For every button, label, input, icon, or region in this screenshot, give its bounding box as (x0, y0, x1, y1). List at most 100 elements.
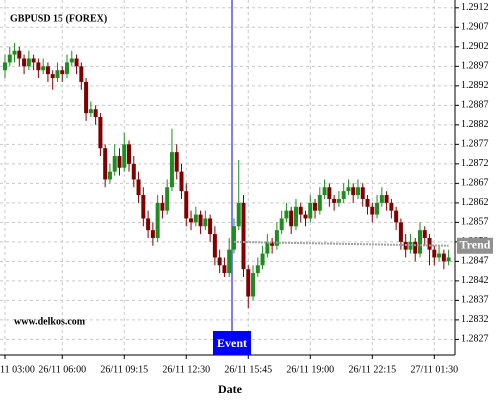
candle-body (427, 237, 432, 250)
candle-body (60, 70, 65, 75)
y-tick-label: 1.2887 (461, 100, 489, 111)
candle-body (146, 218, 151, 231)
candle-body (317, 195, 322, 211)
candle-body (50, 74, 55, 79)
candle-body (208, 218, 213, 235)
candle-body (41, 66, 46, 71)
y-tick-label: 1.2862 (461, 197, 489, 208)
candle-body (251, 273, 256, 297)
candle-body (255, 265, 260, 274)
candle-body (432, 249, 437, 258)
candle-body (308, 202, 313, 219)
candle-body (313, 202, 318, 211)
candle-body (136, 179, 141, 196)
candle-body (217, 257, 222, 266)
x-tick-label: 26/11 09:15 (100, 364, 148, 375)
candle-body (370, 206, 375, 215)
marks (3, 42, 451, 309)
y-tick-label: 1.2912 (461, 2, 489, 13)
candle-body (398, 222, 403, 242)
candle-body (22, 58, 27, 67)
candle-body (169, 152, 174, 188)
candle-body (231, 226, 236, 250)
candle-body (446, 257, 451, 262)
candle-body (3, 62, 7, 71)
candle-body (55, 70, 60, 79)
x-tick-label: 27/11 01:30 (410, 364, 458, 375)
y-tick-label: 1.2892 (461, 80, 489, 91)
candle-body (274, 230, 279, 246)
overlay: 1.28271.28321.28371.28421.28471.28521.28… (0, 0, 493, 396)
candle-body (193, 214, 198, 223)
candle-body (227, 249, 232, 274)
candle-body (7, 54, 12, 63)
candle-body (65, 62, 70, 75)
x-tick-label: 11 03:00 (0, 364, 35, 375)
candle-body (241, 202, 246, 270)
candle-body (265, 241, 270, 254)
candle-body (160, 202, 165, 211)
candle-body (150, 230, 155, 238)
y-tick-label: 1.2837 (461, 295, 489, 306)
candle-body (98, 117, 103, 149)
y-tick-label: 1.2907 (461, 22, 489, 33)
trend-line (233, 240, 449, 247)
y-tick-label: 1.2827 (461, 334, 489, 345)
y-tick-label: 1.2872 (461, 158, 489, 169)
y-tick-label: 1.2857 (461, 217, 489, 228)
x-tick-label: 26/11 15:45 (224, 364, 272, 375)
candle-body (289, 210, 294, 227)
watermark: www.delkos.com (14, 316, 86, 327)
candle-body (112, 156, 117, 172)
candle-body (417, 230, 422, 254)
candle-body (222, 265, 227, 274)
candle-body (165, 187, 170, 211)
candle-body (117, 156, 122, 168)
candle-body (179, 171, 184, 192)
candle-body (346, 187, 351, 192)
candle-body (260, 253, 265, 266)
candle-body (36, 62, 41, 71)
event-label: Event (217, 336, 247, 350)
trend-box (457, 237, 493, 254)
x-axis-title: Date (218, 382, 243, 396)
candle-body (394, 210, 399, 223)
candle-body (174, 152, 179, 172)
y-tick-label: 1.2832 (461, 314, 489, 325)
legend-label: Trend (460, 238, 491, 252)
candle-body (375, 202, 380, 215)
candle-body (336, 198, 341, 203)
x-tick-label: 26/11 06:00 (38, 364, 86, 375)
grid (0, 0, 455, 355)
candle-body (355, 187, 360, 196)
candle-body (26, 58, 31, 67)
candle-body (103, 148, 108, 180)
candle-body (236, 202, 241, 227)
candle-body (17, 50, 22, 59)
y-tick-label: 1.2877 (461, 139, 489, 150)
candle-body (155, 202, 160, 238)
candle-body (184, 191, 189, 219)
candle-body (384, 195, 389, 203)
candle-body (189, 218, 194, 223)
candle-body (74, 58, 79, 67)
candle-body (212, 234, 217, 258)
candle-body (69, 58, 74, 63)
candle-body (107, 171, 112, 180)
candle-body (303, 214, 308, 219)
y-tick-label: 1.2882 (461, 119, 489, 130)
candle-body (365, 198, 370, 207)
candle-body (332, 198, 337, 203)
candle-body (141, 195, 146, 219)
candle-body (93, 109, 98, 118)
candle-body (45, 66, 50, 75)
candle-body (284, 210, 289, 219)
candle-body (127, 144, 132, 164)
candle-body (293, 206, 298, 227)
candle-body (413, 241, 418, 254)
candle-body (31, 58, 36, 63)
candle-body (298, 206, 303, 215)
candle-body (341, 191, 346, 199)
candle-body (79, 66, 84, 82)
